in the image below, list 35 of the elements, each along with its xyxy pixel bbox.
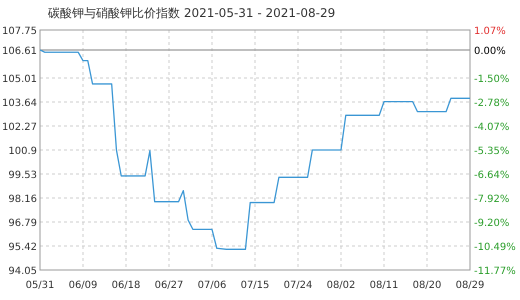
y2-tick-label: 1.07% <box>474 26 506 37</box>
y-tick-label: 106.61 <box>2 46 37 57</box>
y-tick-label: 99.53 <box>8 170 37 181</box>
y2-tick-label: -10.49% <box>474 242 516 254</box>
y-tick-label: 102.27 <box>2 122 37 133</box>
y2-tick-label: -9.20% <box>474 218 510 229</box>
y2-tick-label: 0.00% <box>474 46 506 57</box>
y2-tick-label: -4.07% <box>474 122 510 134</box>
y2-tick-label: -6.64% <box>474 170 510 182</box>
x-tick-label: 07/06 <box>198 280 226 291</box>
y2-tick-label: -7.92% <box>474 194 510 206</box>
y-tick-label: 95.42 <box>8 242 37 253</box>
y2-tick-label: -5.35% <box>474 146 510 157</box>
x-tick-label: 05/31 <box>26 280 54 291</box>
x-tick-label: 08/11 <box>370 280 398 291</box>
y-tick-label: 94.05 <box>8 266 37 277</box>
x-tick-label: 08/02 <box>326 280 356 291</box>
y-tick-label: 100.9 <box>8 146 37 157</box>
x-tick-label: 06/09 <box>68 280 98 291</box>
x-tick-label: 07/15 <box>240 280 270 291</box>
y-tick-label: 98.16 <box>8 194 37 205</box>
x-tick-label: 06/18 <box>112 280 140 291</box>
y2-tick-label: -2.78% <box>474 98 510 109</box>
line-series <box>39 49 471 250</box>
y-tick-label: 103.64 <box>2 98 37 109</box>
chart-title: 碳酸钾与硝酸钾比价指数 2021-05-31 - 2021-08-29 <box>47 6 336 20</box>
y-tick-label: 96.79 <box>8 218 37 229</box>
y-tick-label: 105.01 <box>2 74 37 85</box>
y-tick-label: 107.75 <box>2 26 37 37</box>
y2-tick-label: -1.50% <box>474 74 510 86</box>
x-tick-label: 08/20 <box>412 280 442 291</box>
y2-tick-label: -11.77% <box>474 266 516 277</box>
x-tick-label: 08/29 <box>456 280 484 291</box>
x-tick-label: 07/24 <box>284 280 312 291</box>
x-tick-label: 06/27 <box>154 280 184 291</box>
